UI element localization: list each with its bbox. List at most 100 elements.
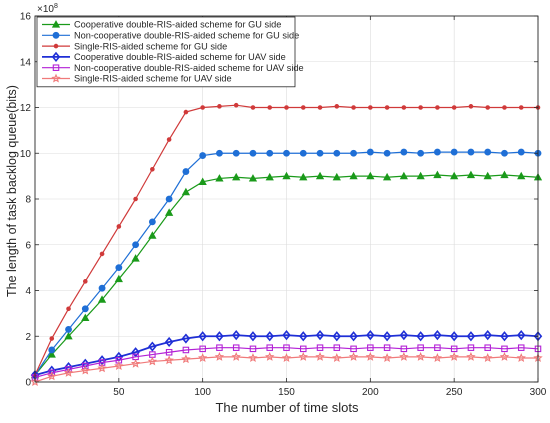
y-axis-exponent: ×108 [37,3,58,15]
data-point [148,218,156,226]
data-point [232,149,240,157]
data-point [299,331,308,342]
data-point [215,174,224,182]
data-point [82,362,89,370]
data-point [383,344,391,351]
data-point [148,341,157,352]
data-point [484,148,492,156]
x-tick-label: 100 [194,387,211,398]
legend-label: Single-RIS-aided scheme for GU side [74,41,227,51]
data-point [181,187,191,196]
data-point [116,224,122,229]
legend-label: Cooperative double-RIS-aided scheme for … [74,52,286,62]
y-tick-label: 8 [25,195,31,206]
data-point [451,105,457,110]
data-point [64,331,73,340]
data-point [317,105,323,110]
data-point [382,172,392,181]
legend-marker [51,20,61,28]
data-point [282,171,291,180]
data-point [366,171,375,180]
data-point [217,104,222,109]
series-single-ris-aided-scheme-for-uav-side [30,351,543,386]
data-point [232,344,240,351]
data-point [130,358,141,368]
data-point [164,208,174,216]
legend-label: Non-cooperative double-RIS-aided scheme … [74,63,304,73]
legend: Cooperative double-RIS-aided scheme for … [36,16,304,88]
data-point [466,170,476,179]
data-point [367,344,374,351]
data-point [383,149,391,157]
data-point [132,241,140,249]
data-point [283,344,290,351]
data-point [47,371,57,381]
data-point [485,105,491,110]
data-point [48,346,56,354]
series-non-cooperative-double-ris-aided-scheme-for-uav-side [31,344,542,381]
y-axis-exponent-base: ×10 [37,4,54,15]
data-point [401,105,407,110]
y-tick-label: 4 [25,286,31,297]
data-point [283,149,290,157]
data-point [114,361,124,370]
x-tick-label: 250 [446,387,463,398]
data-point [265,172,274,181]
data-point [468,104,474,109]
data-point [433,330,442,341]
data-point [66,306,71,312]
data-point [399,351,409,361]
data-point [382,331,392,342]
data-point [449,351,459,361]
data-point [399,330,409,341]
series-cooperative-double-ris-aided-scheme-for-uav-side [30,330,543,381]
data-point [250,105,256,110]
legend-marker [52,64,60,71]
data-point [165,195,173,203]
data-point [351,105,356,110]
data-point [366,330,375,341]
data-point [65,366,72,373]
data-point [382,353,392,362]
data-point [266,149,274,157]
data-point [484,344,491,351]
data-point [64,362,73,373]
data-point [265,351,275,361]
y-axis-label: The length of task backlog queue(bits) [5,85,19,297]
data-point [368,105,373,110]
data-point [435,105,440,110]
data-point [499,351,510,361]
data-point [182,168,190,175]
data-point [433,148,441,156]
data-point [315,171,325,180]
data-point [181,354,191,364]
data-point [333,149,341,157]
data-point [517,344,525,351]
data-point [400,148,408,156]
data-point [281,353,292,362]
data-point [365,351,376,361]
data-point [232,172,241,181]
y-tick-label: 0 [25,378,31,389]
data-point [350,149,357,157]
data-point [131,254,140,262]
data-point [450,148,458,156]
data-point [384,105,390,110]
legend-item: Cooperative double-RIS-aided scheme for … [42,20,281,30]
data-point [81,305,89,313]
data-point [333,344,341,351]
data-point [399,171,409,180]
data-point [200,105,205,110]
data-point [81,313,90,322]
legend-item: Cooperative double-RIS-aided scheme for … [42,51,286,62]
data-point [432,353,443,362]
y-tick-label: 6 [25,240,31,251]
data-point [501,345,508,353]
data-point [265,331,274,342]
data-point [216,149,223,157]
data-point [466,351,476,361]
y-tick-label: 2 [25,332,31,343]
series-single-ris-aided-scheme-for-gu-side [32,102,541,378]
data-point [267,105,273,110]
